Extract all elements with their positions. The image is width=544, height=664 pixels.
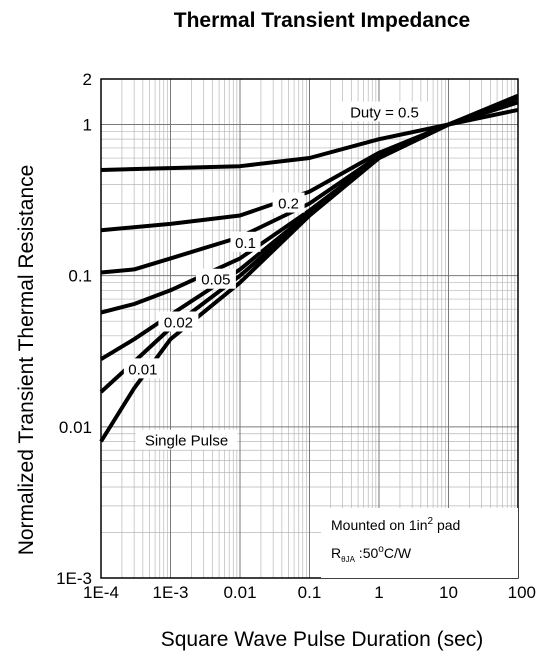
chart-title: Thermal Transient Impedance	[174, 9, 470, 32]
series-label-bg-0-1	[230, 231, 261, 252]
x-tick-label: 1	[374, 583, 383, 602]
series-line-single-pulse	[99, 93, 519, 443]
series-label-layer: Duty = 0.5 0.2 0.1 0.05 0.02 0.01 Single Pulse	[123, 101, 433, 450]
series-label-bg-0-05	[195, 268, 236, 289]
series-label-bg-0-2	[272, 192, 305, 213]
series-label-0-05: 0.05	[201, 272, 230, 289]
x-tick-label: 10	[439, 583, 458, 602]
y-tick-label: 0.1	[68, 267, 92, 286]
series-label-bg-0-01	[123, 358, 162, 379]
x-tick-label: 1E-3	[153, 583, 189, 602]
x-tick-label: 1E-4	[83, 583, 119, 602]
series-label-bg-single-pulse	[135, 429, 238, 450]
x-tick-label: 100	[508, 583, 536, 602]
plot-frame	[100, 78, 519, 579]
series-label-0-01: 0.01	[128, 361, 157, 378]
series-layer	[99, 93, 519, 443]
series-label-0-02: 0.02	[164, 315, 193, 332]
y-tick-label: 0.01	[59, 418, 92, 437]
series-label-single-pulse: Single Pulse	[145, 433, 228, 450]
series-label-bg-duty-0-5	[336, 101, 433, 122]
y-tick-label: 2	[83, 70, 92, 89]
mounting-note-line1: Mounted on 1in2 pad	[331, 516, 460, 533]
x-tick-label: 0.01	[223, 583, 256, 602]
y-axis-label: Normalized Transient Thermal Resistance	[15, 165, 38, 556]
series-label-0-2: 0.2	[278, 196, 299, 213]
series-label-bg-0-02	[158, 311, 199, 332]
x-tick-label: 0.1	[298, 583, 322, 602]
y-tick-label: 1	[83, 116, 92, 135]
y-tick-label: 1E-3	[56, 569, 92, 588]
series-label-0-1: 0.1	[235, 235, 256, 252]
mounting-note-background	[321, 508, 518, 578]
mounting-note-line2: RθJA :50oC/W	[331, 544, 412, 564]
x-axis-label: Square Wave Pulse Duration (sec)	[161, 628, 484, 651]
series-label-duty-0-5: Duty = 0.5	[350, 105, 419, 122]
mounting-note: Mounted on 1in2 pad RθJA :50oC/W	[321, 508, 518, 578]
